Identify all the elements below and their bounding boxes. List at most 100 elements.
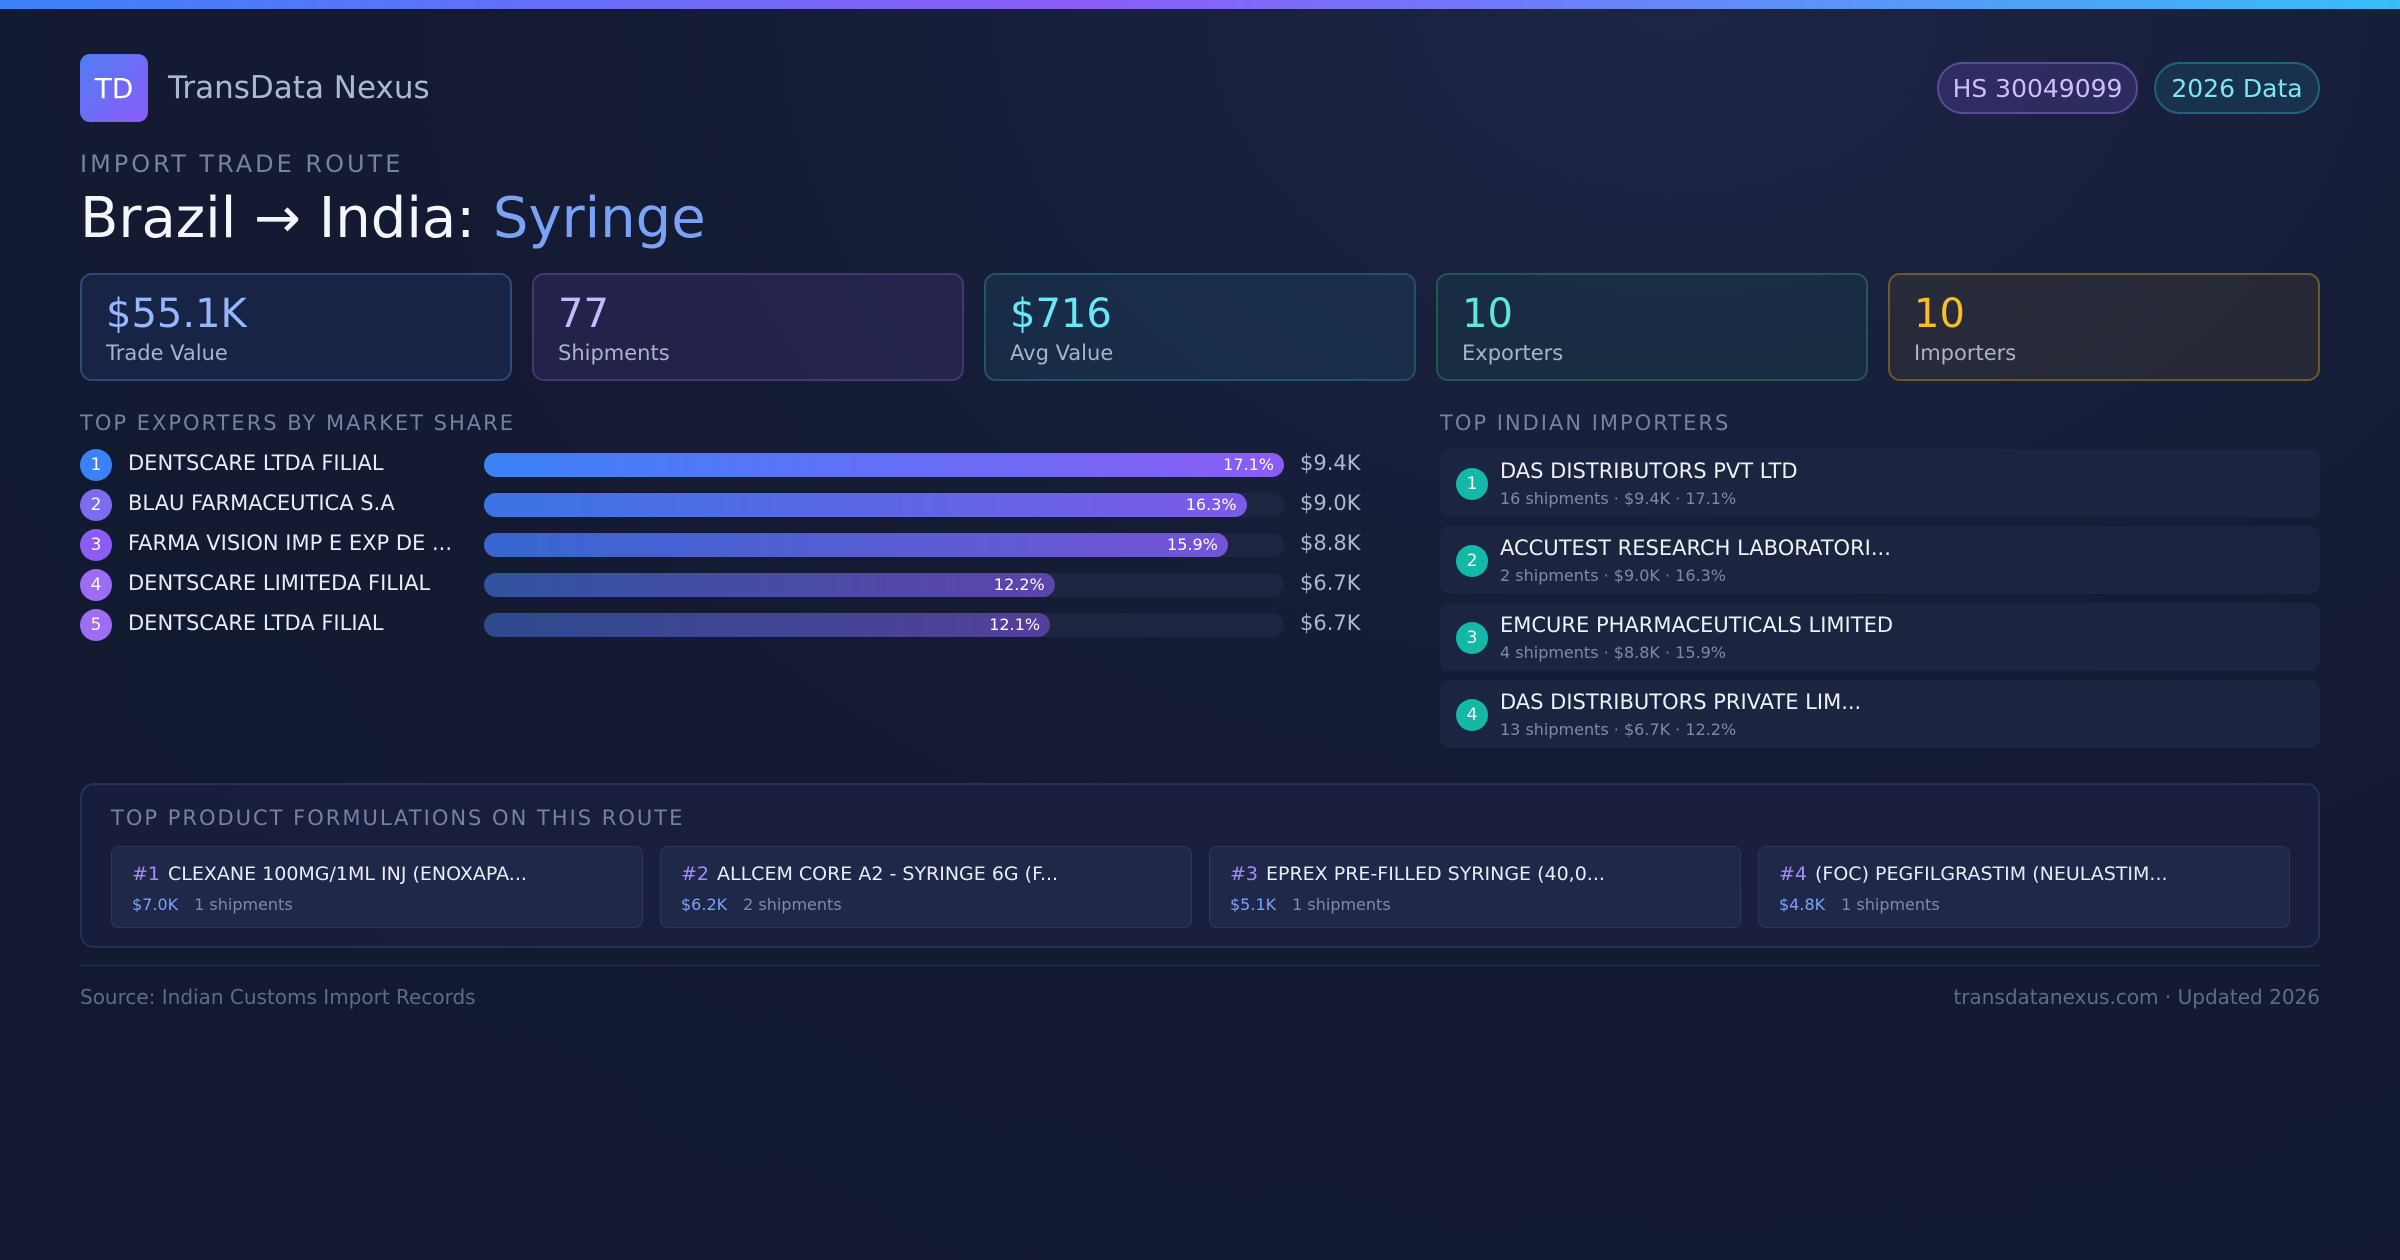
exporter-row[interactable]: 3 FARMA VISION IMP E EXP DE ... 15.9% $8.8K: [80, 529, 1361, 561]
rank-badge: 1: [1456, 468, 1488, 500]
stat-value: $55.1K: [106, 291, 247, 337]
formulation-rank: #1: [132, 863, 161, 885]
importer-meta: 13 shipments · $6.7K · 12.2%: [1500, 720, 1737, 739]
exporter-row[interactable]: 1 DENTSCARE LTDA FILIAL 17.1% $9.4K: [80, 449, 1361, 481]
share-bar-fill: 12.1%: [484, 613, 1051, 637]
stat-shipments: 77 Shipments: [532, 273, 964, 381]
formulation-meta: $6.2K 2 shipments: [681, 895, 842, 914]
importer-meta: 4 shipments · $8.8K · 15.9%: [1500, 643, 1726, 662]
share-bar-track: 15.9%: [484, 533, 1284, 557]
footer-site[interactable]: transdatanexus.com · Updated 2026: [1953, 985, 2320, 1009]
share-bar-track: 12.2%: [484, 573, 1284, 597]
stat-label: Avg Value: [1010, 341, 1114, 365]
exporter-name: DENTSCARE LTDA FILIAL: [128, 451, 384, 475]
rank-badge: 4: [1456, 699, 1488, 731]
rank-badge: 2: [80, 489, 112, 521]
formulation-card[interactable]: #2 ALLCEM CORE A2 - SYRINGE 6G (F... $6.2K…: [660, 846, 1192, 928]
stat-importers: 10 Importers: [1888, 273, 2320, 381]
formulation-name: CLEXANE 100MG/1ML INJ (ENOXAPA...: [168, 863, 527, 885]
stat-trade-value: $55.1K Trade Value: [80, 273, 512, 381]
share-bar-track: 12.1%: [484, 613, 1284, 637]
exporter-value: $9.0K: [1300, 491, 1361, 515]
formulation-shipments: 1 shipments: [1841, 895, 1940, 914]
formulation-price: $7.0K: [132, 895, 179, 914]
rank-badge: 4: [80, 569, 112, 601]
route-eyebrow: IMPORT TRADE ROUTE: [80, 150, 404, 178]
rank-badge: 3: [1456, 622, 1488, 654]
stat-avg-value: $716 Avg Value: [984, 273, 1416, 381]
share-bar-fill: 16.3%: [484, 493, 1247, 517]
formulation-price: $4.8K: [1779, 895, 1826, 914]
footer-divider: [80, 965, 2320, 966]
formulation-meta: $5.1K 1 shipments: [1230, 895, 1391, 914]
rank-badge: 1: [80, 449, 112, 481]
exporter-name: FARMA VISION IMP E EXP DE ...: [128, 531, 452, 555]
rank-badge: 5: [80, 609, 112, 641]
formulation-card[interactable]: #3 EPREX PRE-FILLED SYRINGE (40,0... $5.1K…: [1209, 846, 1741, 928]
exporter-row[interactable]: 4 DENTSCARE LIMITEDA FILIAL 12.2% $6.7K: [80, 569, 1361, 601]
page-title: Brazil → India: Syringe: [80, 186, 706, 251]
exporter-row[interactable]: 5 DENTSCARE LTDA FILIAL 12.1% $6.7K: [80, 609, 1361, 641]
stat-value: 10: [1914, 291, 1965, 337]
formulation-name: EPREX PRE-FILLED SYRINGE (40,0...: [1266, 863, 1605, 885]
stat-label: Exporters: [1462, 341, 1564, 365]
stat-value: 77: [558, 291, 609, 337]
importers-heading: TOP INDIAN IMPORTERS: [1440, 411, 1731, 435]
exporter-value: $6.7K: [1300, 571, 1361, 595]
importer-card[interactable]: 2 ACCUTEST RESEARCH LABORATORI... 2 shipme…: [1440, 526, 2320, 594]
importer-card[interactable]: 3 EMCURE PHARMACEUTICALS LIMITED 4 shipmen…: [1440, 603, 2320, 671]
importer-meta: 16 shipments · $9.4K · 17.1%: [1500, 489, 1737, 508]
share-bar-fill: 15.9%: [484, 533, 1228, 557]
formulation-shipments: 1 shipments: [1292, 895, 1391, 914]
stat-exporters: 10 Exporters: [1436, 273, 1868, 381]
formulation-name: (FOC) PEGFILGRASTIM (NEULASTIM...: [1815, 863, 2168, 885]
exporter-value: $9.4K: [1300, 451, 1361, 475]
formulation-card[interactable]: #4 (FOC) PEGFILGRASTIM (NEULASTIM... $4.8K…: [1758, 846, 2290, 928]
brand-logo[interactable]: TD: [80, 54, 148, 122]
rank-badge: 3: [80, 529, 112, 561]
formulation-meta: $7.0K 1 shipments: [132, 895, 293, 914]
formulation-rank: #2: [681, 863, 710, 885]
stat-label: Trade Value: [106, 341, 228, 365]
importer-name: EMCURE PHARMACEUTICALS LIMITED: [1500, 613, 1894, 637]
exporter-row[interactable]: 2 BLAU FARMACEUTICA S.A 16.3% $9.0K: [80, 489, 1361, 521]
rank-badge: 2: [1456, 545, 1488, 577]
exporter-value: $8.8K: [1300, 531, 1361, 555]
exporters-heading: TOP EXPORTERS BY MARKET SHARE: [80, 411, 516, 435]
formulations-panel: TOP PRODUCT FORMULATIONS ON THIS ROUTE #…: [80, 783, 2320, 948]
share-bar-track: 16.3%: [484, 493, 1284, 517]
formulation-name: ALLCEM CORE A2 - SYRINGE 6G (F...: [717, 863, 1059, 885]
exporter-name: DENTSCARE LIMITEDA FILIAL: [128, 571, 431, 595]
header: TD TransData Nexus HS 30049099 2026 Data: [80, 54, 2320, 122]
exporter-value: $6.7K: [1300, 611, 1361, 635]
share-bar-fill: 12.2%: [484, 573, 1055, 597]
formulation-title: #1 CLEXANE 100MG/1ML INJ (ENOXAPA...: [132, 863, 527, 885]
formulation-shipments: 2 shipments: [743, 895, 842, 914]
formulations-heading: TOP PRODUCT FORMULATIONS ON THIS ROUTE: [111, 806, 685, 830]
data-year-badge: 2026 Data: [2154, 62, 2320, 114]
formulation-rank: #3: [1230, 863, 1259, 885]
stat-label: Importers: [1914, 341, 2017, 365]
importer-name: ACCUTEST RESEARCH LABORATORI...: [1500, 536, 1891, 560]
formulation-price: $6.2K: [681, 895, 728, 914]
product-name: Syringe: [492, 186, 706, 251]
stat-label: Shipments: [558, 341, 670, 365]
formulation-price: $5.1K: [1230, 895, 1277, 914]
importer-name: DAS DISTRIBUTORS PRIVATE LIM...: [1500, 690, 1862, 714]
formulation-rank: #4: [1779, 863, 1808, 885]
importer-name: DAS DISTRIBUTORS PVT LTD: [1500, 459, 1798, 483]
importer-card[interactable]: 1 DAS DISTRIBUTORS PVT LTD 16 shipments · …: [1440, 449, 2320, 517]
exporter-name: BLAU FARMACEUTICA S.A: [128, 491, 395, 515]
brand-name[interactable]: TransData Nexus: [168, 70, 430, 106]
formulation-title: #3 EPREX PRE-FILLED SYRINGE (40,0...: [1230, 863, 1605, 885]
share-bar-fill: 17.1%: [484, 453, 1284, 477]
hs-code-badge: HS 30049099: [1937, 62, 2138, 114]
formulation-title: #4 (FOC) PEGFILGRASTIM (NEULASTIM...: [1779, 863, 2168, 885]
share-bar-track: 17.1%: [484, 453, 1284, 477]
formulation-card[interactable]: #1 CLEXANE 100MG/1ML INJ (ENOXAPA... $7.0K…: [111, 846, 643, 928]
exporter-name: DENTSCARE LTDA FILIAL: [128, 611, 384, 635]
top-accent-bar: [0, 0, 2400, 9]
stat-value: $716: [1010, 291, 1112, 337]
importer-meta: 2 shipments · $9.0K · 16.3%: [1500, 566, 1726, 585]
importer-card[interactable]: 4 DAS DISTRIBUTORS PRIVATE LIM... 13 shipm…: [1440, 680, 2320, 748]
